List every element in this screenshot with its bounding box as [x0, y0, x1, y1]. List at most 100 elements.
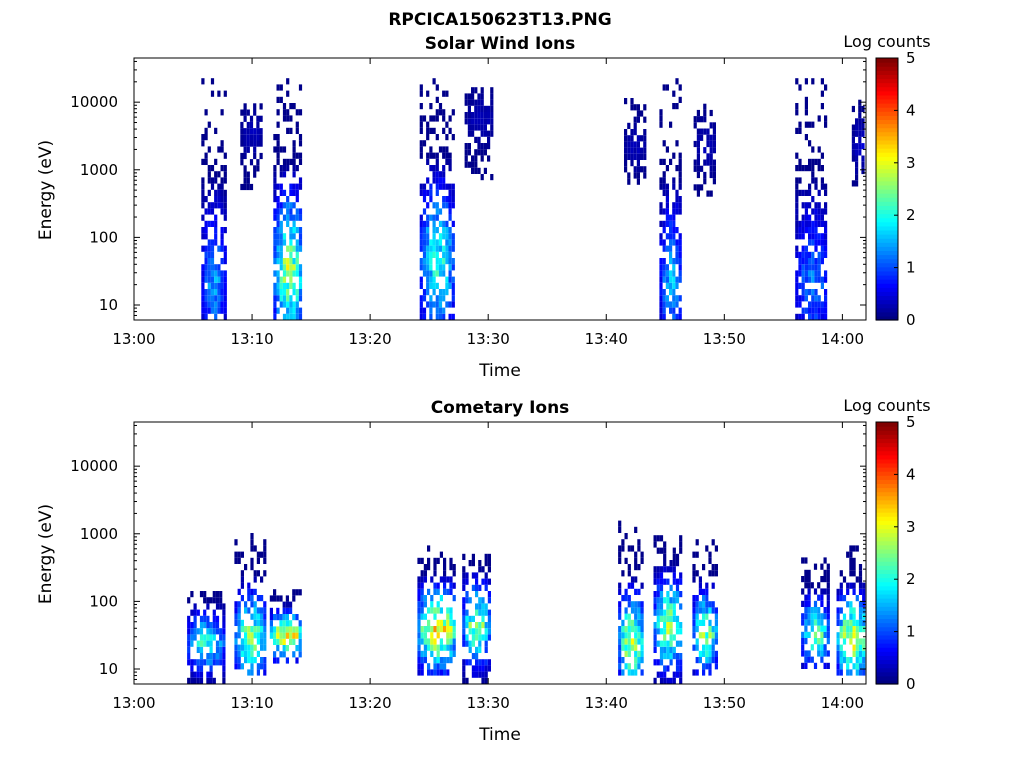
heatmap-cell	[475, 578, 479, 585]
heatmap-cell	[276, 140, 280, 147]
heatmap-cell	[210, 295, 215, 302]
colorbar-swatch	[876, 573, 898, 579]
heatmap-cell	[672, 307, 676, 314]
heatmap-cell	[666, 597, 670, 604]
colorbar-swatch	[876, 606, 898, 611]
heatmap-cell	[700, 165, 704, 172]
heatmap-cell	[220, 245, 224, 252]
heatmap-cell	[203, 597, 207, 604]
heatmap-cell	[295, 289, 299, 296]
heatmap-cell	[443, 588, 447, 595]
heatmap-cell	[204, 258, 208, 265]
heatmap-cell	[285, 614, 289, 621]
colorbar-swatch	[876, 585, 898, 591]
heatmap-cell	[432, 245, 436, 252]
colorbar-swatch	[876, 553, 898, 558]
heatmap-cell	[714, 657, 718, 664]
heatmap-cell	[438, 264, 443, 271]
heatmap-cell	[480, 105, 484, 112]
heatmap-cell	[222, 665, 226, 672]
heatmap-cell	[698, 632, 702, 639]
heatmap-cell	[679, 677, 683, 684]
heatmap-cell	[811, 264, 815, 271]
heatmap-cell	[259, 152, 263, 160]
colorbar-swatch	[876, 434, 898, 439]
heatmap-cell	[249, 115, 254, 122]
heatmap-cell	[662, 313, 666, 320]
heatmap-cell	[260, 607, 264, 614]
heatmap-cell	[836, 657, 840, 664]
heatmap-cell	[490, 130, 494, 137]
heatmap-cell	[675, 313, 679, 320]
heatmap-cell	[247, 638, 251, 645]
heatmap-cell	[807, 600, 811, 607]
heatmap-cell	[417, 644, 421, 651]
heatmap-cell	[282, 115, 287, 122]
heatmap-cell	[659, 535, 664, 542]
heatmap-cell	[695, 595, 699, 602]
heatmap-cell	[481, 665, 485, 672]
heatmap-cell	[795, 165, 799, 172]
heatmap-cell	[420, 588, 424, 595]
colorbar-swatch	[876, 426, 898, 431]
colorbar-swatch	[876, 262, 898, 268]
heatmap-cell	[292, 183, 296, 190]
heatmap-cell	[663, 547, 667, 554]
heatmap-cell	[435, 109, 439, 116]
heatmap-cell	[435, 177, 439, 184]
heatmap-cell	[263, 638, 267, 645]
heatmap-cell	[839, 644, 843, 651]
heatmap-cell	[276, 276, 280, 283]
heatmap-cell	[204, 276, 208, 283]
heatmap-cell	[445, 152, 449, 159]
heatmap-cell	[678, 208, 682, 215]
heatmap-cell	[480, 174, 484, 181]
heatmap-cell	[442, 165, 446, 172]
heatmap-cell	[253, 134, 257, 141]
heatmap-cell	[256, 121, 260, 129]
heatmap-cell	[862, 657, 866, 664]
heatmap-cell	[276, 245, 280, 252]
heatmap-cell	[187, 622, 191, 629]
heatmap-cell	[426, 189, 430, 196]
heatmap-cell	[808, 202, 812, 209]
heatmap-cell	[282, 214, 287, 221]
heatmap-cell	[462, 677, 466, 684]
heatmap-cell	[223, 270, 227, 277]
heatmap-cell	[289, 313, 293, 320]
heatmap-cell	[244, 607, 248, 614]
heatmap-cell	[669, 158, 673, 165]
heatmap-cell	[190, 609, 194, 616]
colorbar-swatch	[876, 213, 898, 219]
heatmap-cell	[187, 615, 191, 622]
heatmap-cell	[419, 239, 423, 246]
heatmap-cell	[817, 650, 821, 657]
heatmap-cell	[279, 289, 283, 296]
heatmap-cell	[219, 603, 223, 610]
colorbar-swatch	[876, 189, 898, 194]
heatmap-cell	[672, 597, 676, 604]
heatmap-cell	[855, 130, 859, 137]
heatmap-cell	[484, 665, 488, 672]
heatmap-cell	[298, 282, 303, 289]
heatmap-cell	[862, 626, 866, 633]
heatmap-cell	[426, 276, 430, 283]
heatmap-cell	[656, 547, 660, 554]
heatmap-cell	[634, 601, 638, 608]
heatmap-cell	[462, 628, 466, 635]
heatmap-cell	[259, 103, 263, 110]
heatmap-cell	[204, 208, 208, 215]
heatmap-cell	[451, 282, 455, 289]
heatmap-cell	[206, 597, 210, 604]
heatmap-cell	[462, 553, 466, 560]
heatmap-cell	[243, 177, 247, 184]
heatmap-cell	[247, 626, 251, 633]
heatmap-cell	[298, 214, 303, 221]
heatmap-cell	[483, 118, 487, 125]
heatmap-cell	[693, 184, 697, 191]
heatmap-cell	[253, 588, 257, 595]
heatmap-cell	[234, 657, 238, 664]
heatmap-cell	[220, 270, 224, 277]
heatmap-cell	[811, 233, 815, 240]
heatmap-cell	[702, 663, 706, 670]
